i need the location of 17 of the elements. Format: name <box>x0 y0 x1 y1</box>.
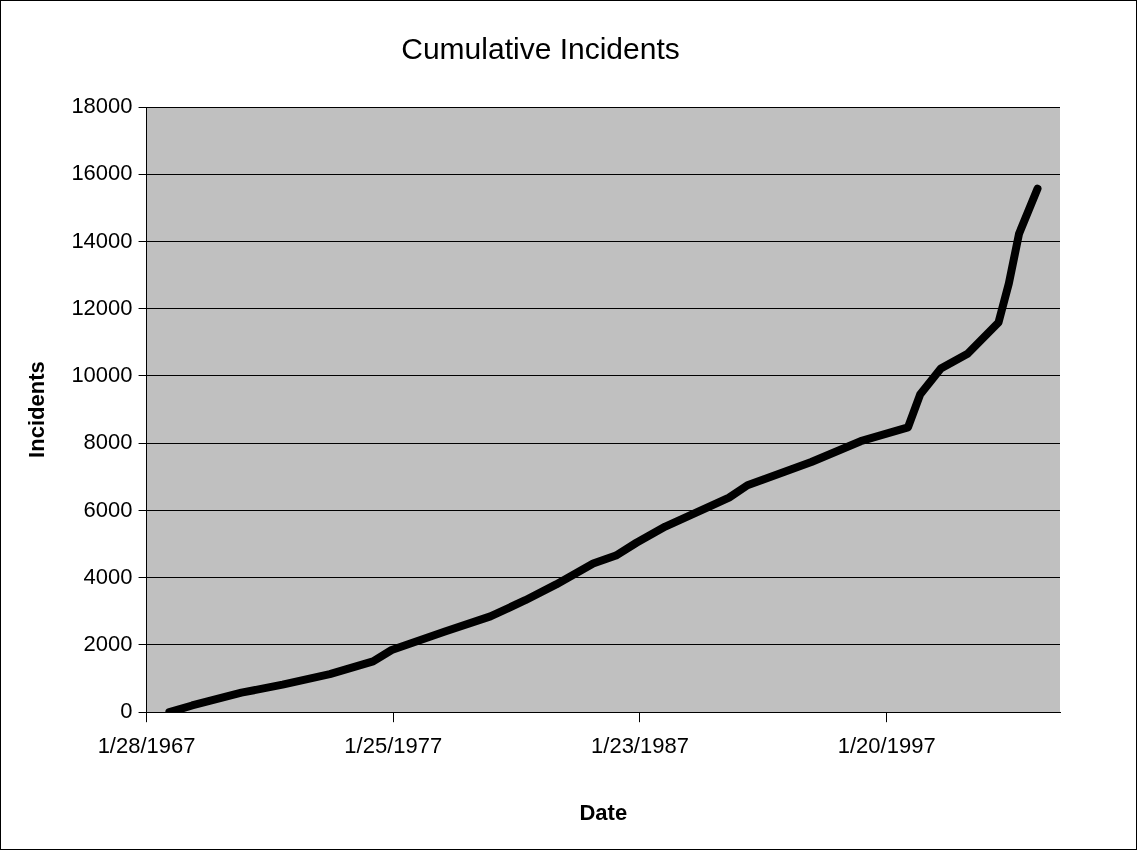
y-axis-title: Incidents <box>24 361 50 458</box>
y-tick-label: 2000 <box>83 631 133 657</box>
y-tick-label: 10000 <box>71 362 133 388</box>
y-tick-label: 8000 <box>83 429 133 455</box>
x-tick-label: 1/28/1967 <box>97 733 196 759</box>
x-tick-label: 1/23/1987 <box>591 733 689 759</box>
y-tick-label: 12000 <box>71 294 133 320</box>
y-tick-label: 4000 <box>83 563 133 589</box>
y-tick-label: 16000 <box>71 160 133 186</box>
y-tick-label: 0 <box>120 698 133 724</box>
y-tick-label: 18000 <box>71 93 133 119</box>
y-tick-label: 6000 <box>83 496 133 522</box>
x-tick-label: 1/20/1997 <box>837 733 936 759</box>
x-axis-title: Date <box>579 799 628 825</box>
chart-title: Cumulative Incidents <box>401 32 680 66</box>
y-tick-label: 14000 <box>71 227 133 253</box>
x-tick-label: 1/25/1977 <box>344 733 443 759</box>
